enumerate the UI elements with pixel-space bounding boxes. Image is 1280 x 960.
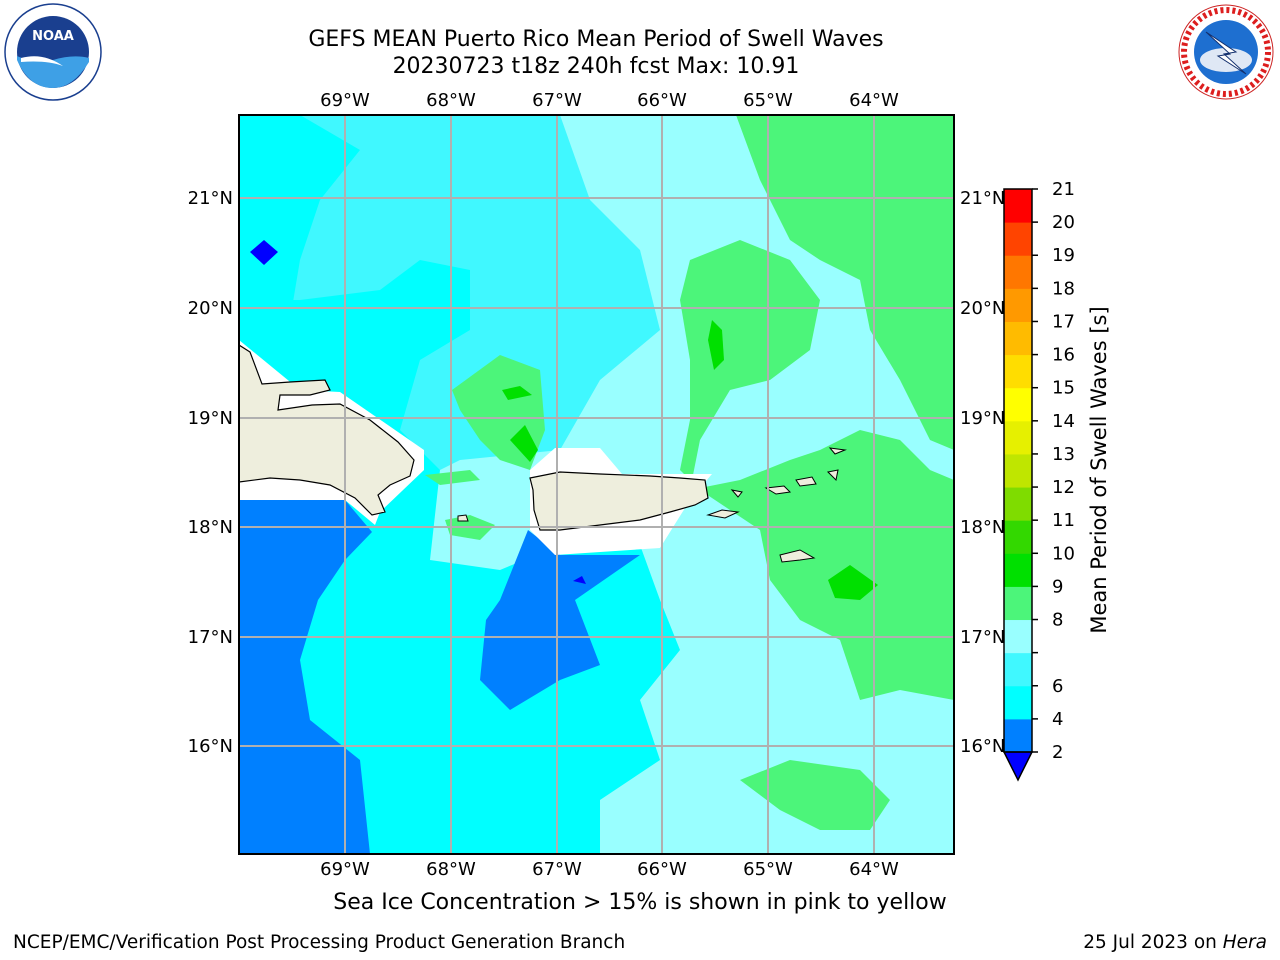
lon-top-5: 65°W	[743, 90, 793, 111]
noaa-logo-text: NOAA	[32, 29, 74, 44]
lon-top-2: 68°W	[426, 90, 476, 111]
colorbar-tick-label: 21	[1052, 179, 1075, 200]
colorbar-segment	[1004, 288, 1032, 322]
map-title: GEFS MEAN Puerto Rico Mean Period of Swe…	[308, 27, 884, 52]
footer-host: Hera	[1222, 932, 1267, 953]
colorbar-tick-label: 20	[1052, 212, 1075, 233]
colorbar-under-arrow	[1002, 751, 1034, 782]
colorbar-segment	[1004, 321, 1032, 356]
colorbar-segment	[1004, 354, 1032, 389]
colorbar-segment	[1004, 520, 1032, 554]
lon-top-6: 64°W	[849, 90, 899, 111]
colorbar-tick-label: 19	[1052, 245, 1075, 266]
lon-bottom-5: 65°W	[743, 859, 793, 880]
footer-timestamp: 25 Jul 2023 on Hera	[1083, 932, 1267, 953]
map-frame	[238, 114, 955, 855]
colorbar-tick-label: 4	[1052, 709, 1063, 730]
footer-date: 25 Jul 2023 on	[1083, 932, 1223, 953]
footer-branch: NCEP/EMC/Verification Post Processing Pr…	[13, 932, 626, 953]
lon-bottom-4: 66°W	[637, 859, 687, 880]
colorbar-tick-label: 16	[1052, 345, 1075, 366]
lon-top-1: 69°W	[320, 90, 370, 111]
lat-left-6: 16°N	[188, 736, 233, 757]
colorbar-segment	[1004, 487, 1032, 521]
colorbar	[1002, 188, 1034, 782]
lon-top-3: 67°W	[532, 90, 582, 111]
colorbar-tick-label: 13	[1052, 444, 1075, 465]
colorbar-tick-label: 12	[1052, 477, 1075, 498]
colorbar-tick-label: 6	[1052, 676, 1063, 697]
colorbar-segment	[1004, 453, 1032, 488]
lon-top-4: 66°W	[637, 90, 687, 111]
map-subtitle: 20230723 t18z 240h fcst Max: 10.91	[392, 54, 800, 79]
lon-bottom-1: 69°W	[320, 859, 370, 880]
lat-left-1: 21°N	[188, 188, 233, 209]
lon-bottom-6: 64°W	[849, 859, 899, 880]
noaa-logo: NOAA	[3, 2, 103, 106]
colorbar-segment	[1004, 222, 1032, 256]
lon-bottom-2: 68°W	[426, 859, 476, 880]
colorbar-frame	[1003, 188, 1033, 753]
lat-left-4: 18°N	[188, 517, 233, 538]
lat-right-2: 20°N	[960, 298, 1005, 319]
colorbar-label: Mean Period of Swell Waves [s]	[1087, 306, 1111, 633]
lat-right-5: 17°N	[960, 627, 1005, 648]
lat-right-3: 19°N	[960, 408, 1005, 429]
axis-labels: 69°W 68°W 67°W 66°W 65°W 64°W 69°W 68°W …	[188, 90, 1006, 880]
colorbar-segment	[1004, 586, 1032, 621]
colorbar-segment	[1004, 255, 1032, 289]
colorbar-segment	[1004, 619, 1032, 654]
nws-logo	[1176, 2, 1276, 106]
colorbar-tick-label: 2	[1052, 742, 1063, 763]
colorbar-tick-label: 8	[1052, 610, 1063, 631]
lat-right-6: 16°N	[960, 736, 1005, 757]
colorbar-ticks: 2 4 6 8 9 10 11 12 13 14 15 16 17 18 19 20 21	[1032, 179, 1075, 763]
colorbar-tick-label: 14	[1052, 411, 1075, 432]
colorbar-segment	[1004, 685, 1032, 720]
graticule	[239, 115, 954, 854]
colorbar-segment	[1004, 718, 1032, 753]
colorbar-segment	[1004, 420, 1032, 455]
colorbar-tick-label: 15	[1052, 378, 1075, 399]
lon-bottom-3: 67°W	[532, 859, 582, 880]
lat-right-1: 21°N	[960, 188, 1005, 209]
contour-field	[239, 115, 954, 854]
colorbar-segment	[1004, 553, 1032, 587]
colorbar-tick-label: 18	[1052, 278, 1075, 299]
colorbar-tick-label: 17	[1052, 311, 1075, 332]
colorbar-tick-label: 11	[1052, 510, 1075, 531]
lat-left-5: 17°N	[188, 627, 233, 648]
lat-left-2: 20°N	[188, 298, 233, 319]
colorbar-tick-label: 9	[1052, 576, 1063, 597]
colorbar-segment	[1004, 387, 1032, 422]
colorbar-tick-label: 10	[1052, 543, 1075, 564]
lat-right-4: 18°N	[960, 517, 1005, 538]
lat-left-3: 19°N	[188, 408, 233, 429]
colorbar-segment	[1004, 189, 1032, 223]
colorbar-segment	[1004, 652, 1032, 687]
sea-ice-note: Sea Ice Concentration > 15% is shown in …	[333, 890, 947, 915]
